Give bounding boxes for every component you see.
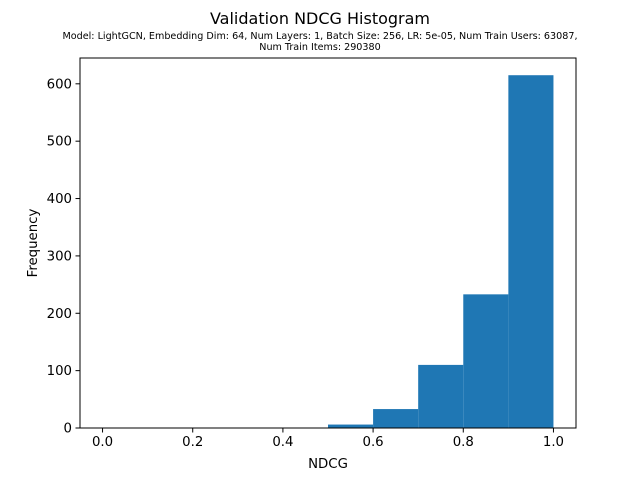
y-tick-label: 100 — [47, 364, 72, 379]
y-tick-label: 300 — [47, 249, 72, 264]
x-tick-label: 0.2 — [182, 435, 203, 450]
y-tick-label: 200 — [47, 307, 72, 322]
y-axis-label: Frequency — [26, 209, 41, 278]
x-tick-label: 0.4 — [272, 435, 293, 450]
chart-subtitle-line-1: Model: LightGCN, Embedding Dim: 64, Num … — [63, 31, 578, 42]
x-axis-label: NDCG — [308, 457, 348, 472]
histogram-bar — [373, 409, 419, 428]
histogram-bar — [463, 294, 509, 428]
x-tick-label: 0.8 — [453, 435, 474, 450]
x-tick-label: 0.0 — [92, 435, 113, 450]
x-tick-label: 1.0 — [543, 435, 564, 450]
histogram-bar — [328, 424, 374, 428]
chart-title: Validation NDCG Histogram — [210, 9, 430, 28]
plot-frame — [79, 57, 577, 429]
y-tick-label: 400 — [47, 192, 72, 207]
bars-layer — [328, 75, 554, 429]
y-tick-label: 0 — [64, 422, 72, 437]
chart-subtitle-line-2: Num Train Items: 290380 — [259, 42, 380, 53]
x-axis-ticks: 0.0 0.2 0.4 0.6 0.8 1.0 — [92, 428, 564, 450]
x-tick-label: 0.6 — [363, 435, 384, 450]
histogram-bar — [508, 75, 554, 429]
y-axis-ticks: 0 100 200 300 400 500 600 — [47, 77, 80, 437]
y-tick-label: 600 — [47, 77, 72, 92]
histogram-bar — [418, 364, 464, 428]
y-tick-label: 500 — [47, 135, 72, 150]
